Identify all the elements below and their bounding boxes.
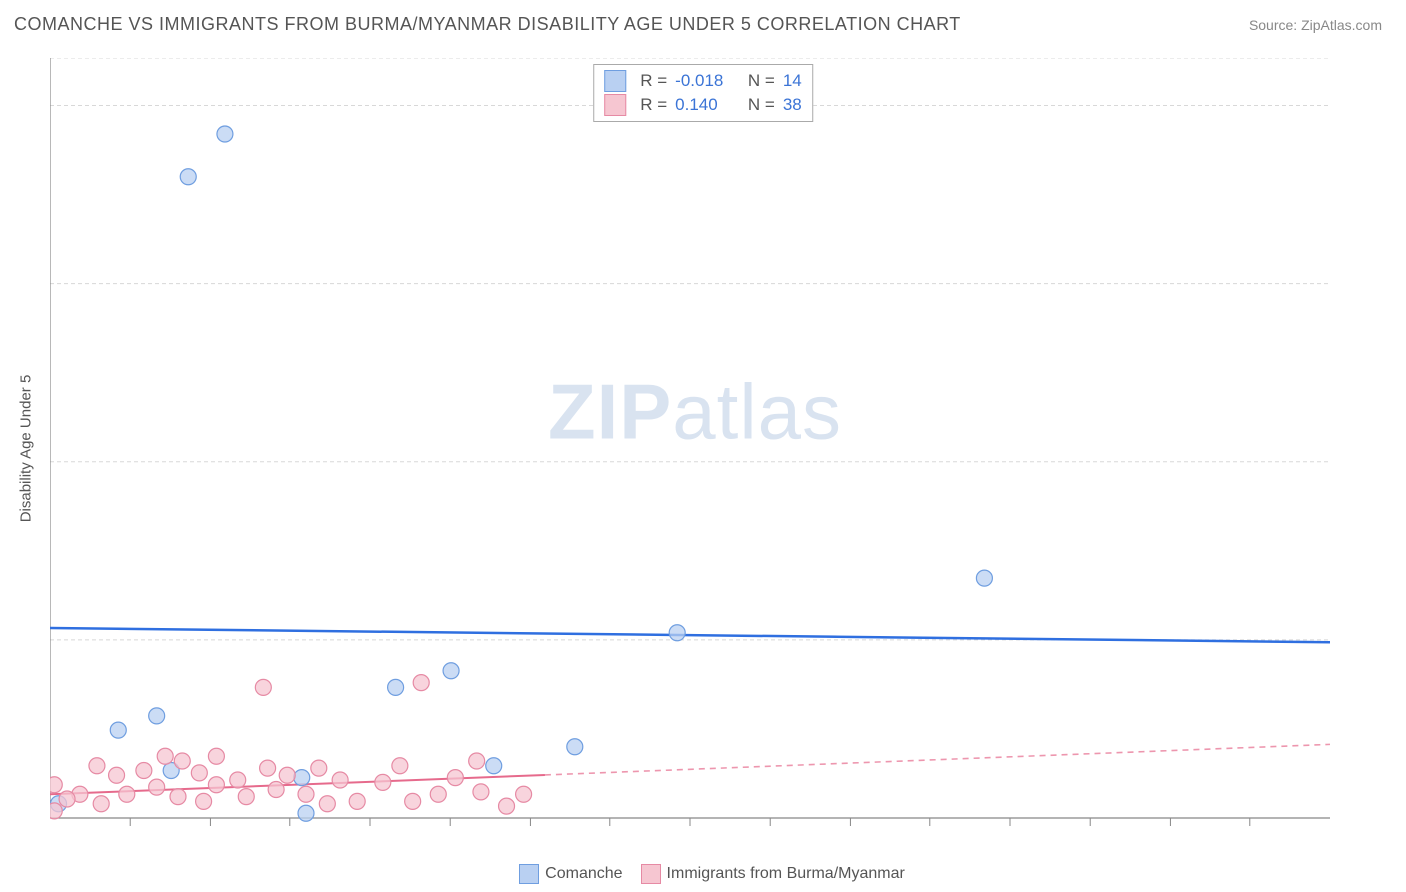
legend-series-label: Immigrants from Burma/Myanmar (667, 865, 905, 882)
legend-swatch (519, 864, 539, 884)
legend-swatch (604, 94, 626, 116)
legend-r-value: 0.140 (675, 93, 735, 117)
scatter-chart-svg: 7.5%15.0%22.5%30.0%0.0%15.0% (50, 58, 1340, 828)
legend-n-value: 14 (783, 69, 802, 93)
chart-area: 7.5%15.0%22.5%30.0%0.0%15.0% ZIPatlas (50, 58, 1340, 828)
legend-row: R = 0.140 N = 38 (604, 93, 802, 117)
legend-n-label: N = (743, 69, 775, 93)
legend-r-value: -0.018 (675, 69, 735, 93)
series-legend: Comanche Immigrants from Burma/Myanmar (0, 864, 1406, 884)
legend-r-label: R = (640, 69, 667, 93)
legend-series-label: Comanche (545, 865, 622, 882)
y-axis-label: Disability Age Under 5 (18, 375, 35, 523)
chart-title: COMANCHE VS IMMIGRANTS FROM BURMA/MYANMA… (14, 14, 961, 35)
legend-swatch (604, 70, 626, 92)
correlation-legend: R = -0.018 N = 14 R = 0.140 N = 38 (593, 64, 813, 122)
legend-r-label: R = (640, 93, 667, 117)
legend-row: R = -0.018 N = 14 (604, 69, 802, 93)
legend-swatch (641, 864, 661, 884)
legend-n-value: 38 (783, 93, 802, 117)
source-label: Source: ZipAtlas.com (1249, 17, 1382, 33)
legend-n-label: N = (743, 93, 775, 117)
